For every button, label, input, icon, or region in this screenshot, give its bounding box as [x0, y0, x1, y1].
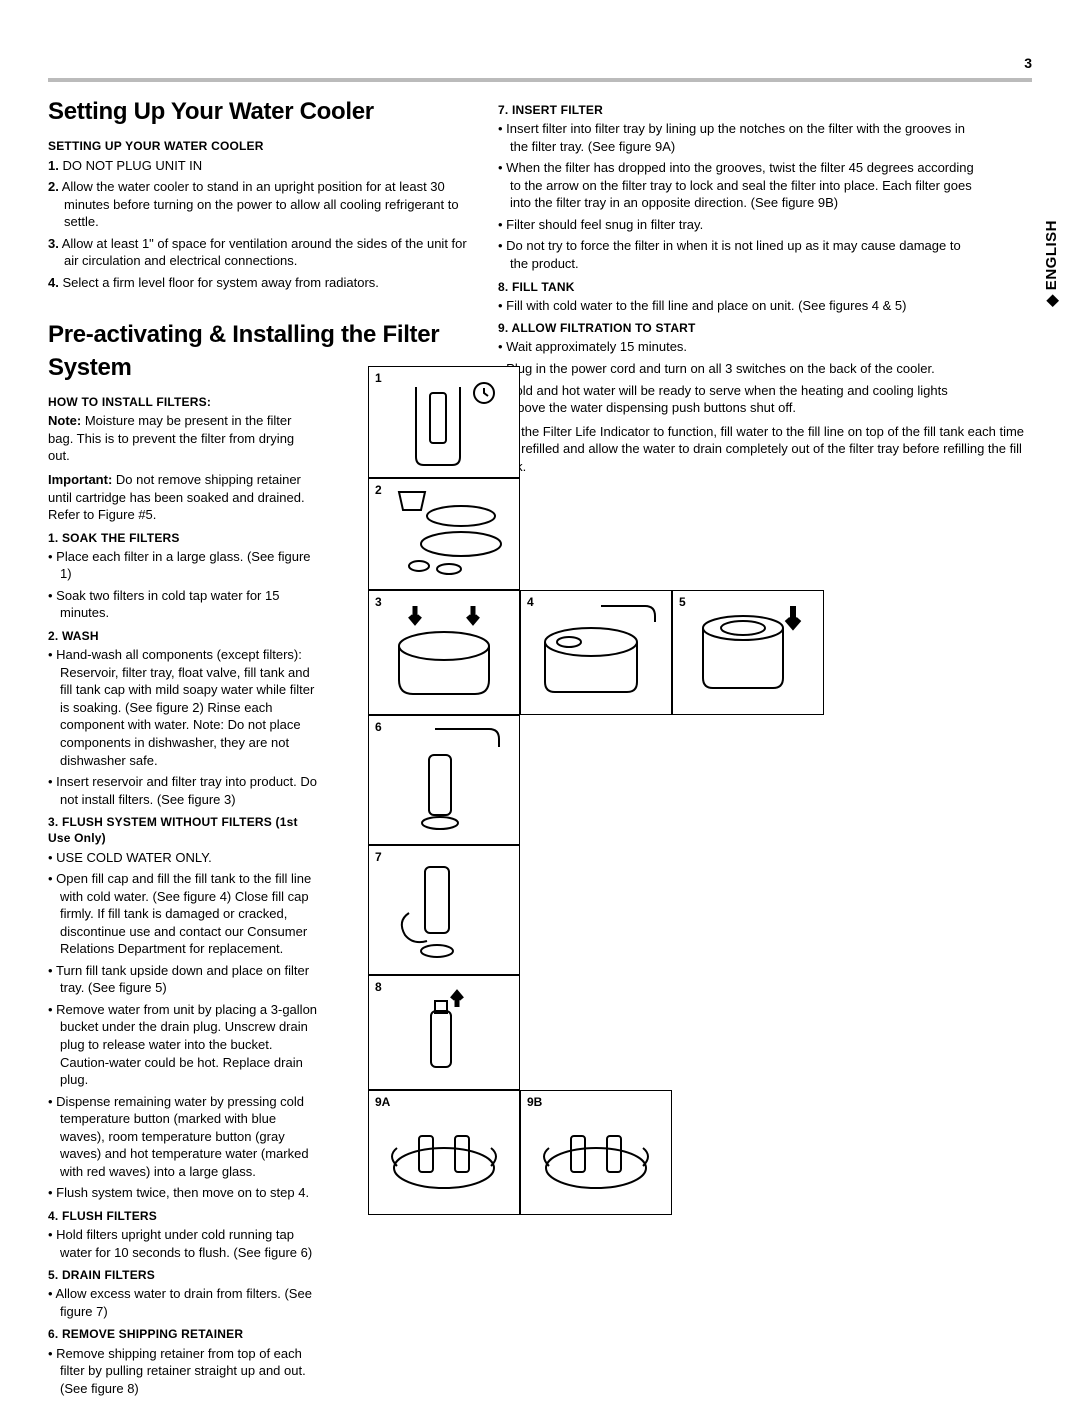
- step-head: 9. ALLOW FILTRATION TO START: [498, 320, 978, 336]
- bullet-item: Do not try to force the filter in when i…: [498, 237, 978, 272]
- bullet-item: Cold and hot water will be ready to serv…: [498, 382, 978, 417]
- setup-list: 1. DO NOT PLUG UNIT IN 2. Allow the wate…: [48, 157, 476, 292]
- setup-text: DO NOT PLUG UNIT IN: [62, 158, 202, 173]
- setup-num: 4.: [48, 275, 59, 290]
- bullet-item: Remove water from unit by placing a 3-ga…: [48, 1001, 318, 1089]
- setup-item: 2. Allow the water cooler to stand in an…: [48, 178, 476, 231]
- setup-text: Allow the water cooler to stand in an up…: [62, 179, 459, 229]
- bullet-item: Hand-wash all components (except filters…: [48, 646, 318, 769]
- step-bullets: Fill with cold water to the fill line an…: [498, 297, 978, 315]
- setup-item: 3. Allow at least 1" of space for ventil…: [48, 235, 476, 270]
- page-number: 3: [1024, 54, 1032, 73]
- figure-1: 1: [368, 366, 520, 478]
- bullet-item: Place each filter in a large glass. (See…: [48, 548, 318, 583]
- top-rule: [48, 78, 1032, 82]
- section2-subhead: HOW TO INSTALL FILTERS:: [48, 394, 318, 410]
- figure-label: 7: [375, 849, 382, 865]
- section1-title: Setting Up Your Water Cooler: [48, 96, 476, 128]
- section1-subhead: SETTING UP YOUR WATER COOLER: [48, 138, 476, 154]
- language-tab: ENGLISH: [1042, 220, 1062, 305]
- figure-9A: 9A: [368, 1090, 520, 1215]
- note-label: Note:: [48, 413, 81, 428]
- bullet-item: Insert reservoir and filter tray into pr…: [48, 773, 318, 808]
- figure-7: 7: [368, 845, 520, 975]
- left-narrow: HOW TO INSTALL FILTERS: Note: Moisture m…: [48, 394, 318, 1397]
- figure-3: 3: [368, 590, 520, 715]
- figure-9B: 9B: [520, 1090, 672, 1215]
- setup-num: 2.: [48, 179, 59, 194]
- note-line: Note: Moisture may be present in the fil…: [48, 412, 318, 465]
- figure-label: 6: [375, 719, 382, 735]
- setup-item: 4. Select a firm level floor for system …: [48, 274, 476, 292]
- step-bullets: USE COLD WATER ONLY. Open fill cap and fi…: [48, 849, 318, 1202]
- steps-right: 7. INSERT FILTER Insert filter into filte…: [498, 102, 978, 417]
- bullet-item: Turn fill tank upside down and place on …: [48, 962, 318, 997]
- language-label: ENGLISH: [1043, 220, 1060, 290]
- step-head: 1. SOAK THE FILTERS: [48, 530, 318, 546]
- setup-text: Select a firm level floor for system awa…: [62, 275, 378, 290]
- setup-item: 1. DO NOT PLUG UNIT IN: [48, 157, 476, 175]
- figure-5: 5: [672, 590, 824, 715]
- figure-label: 2: [375, 482, 382, 498]
- bullet-item: Flush system twice, then move on to step…: [48, 1184, 318, 1202]
- step-head: 3. FLUSH SYSTEM WITHOUT FILTERS (1st Use…: [48, 814, 318, 846]
- right-column: 7. INSERT FILTER Insert filter into filte…: [498, 96, 1030, 479]
- important-label: Important:: [48, 472, 112, 487]
- closing-text: For the Filter Life Indicator to functio…: [498, 423, 1030, 476]
- bullet-item: Hold filters upright under cold running …: [48, 1226, 318, 1261]
- figure-2: 2: [368, 478, 520, 590]
- step-bullets: Hand-wash all components (except filters…: [48, 646, 318, 808]
- step-head: 7. INSERT FILTER: [498, 102, 978, 118]
- bullet-item: When the filter has dropped into the gro…: [498, 159, 978, 212]
- figure-4: 4: [520, 590, 672, 715]
- setup-num: 3.: [48, 236, 59, 251]
- diamond-icon: [1046, 294, 1059, 307]
- step-bullets: Allow excess water to drain from filters…: [48, 1285, 318, 1320]
- step-head: 5. DRAIN FILTERS: [48, 1267, 318, 1283]
- step-head: 6. REMOVE SHIPPING RETAINER: [48, 1326, 318, 1342]
- figure-label: 3: [375, 594, 382, 610]
- setup-text: Allow at least 1" of space for ventilati…: [62, 236, 467, 269]
- step-bullets: Insert filter into filter tray by lining…: [498, 120, 978, 272]
- step-bullets: Place each filter in a large glass. (See…: [48, 548, 318, 622]
- figure-8: 8: [368, 975, 520, 1090]
- page-content: Setting Up Your Water Cooler SETTING UP …: [48, 96, 1030, 1401]
- bullet-item: Open fill cap and fill the fill tank to …: [48, 870, 318, 958]
- figure-label: 9A: [375, 1094, 390, 1110]
- bullet-item: Dispense remaining water by pressing col…: [48, 1093, 318, 1181]
- bullet-item: Soak two filters in cold tap water for 1…: [48, 587, 318, 622]
- figure-label: 1: [375, 370, 382, 386]
- setup-num: 1.: [48, 158, 59, 173]
- steps-left: 1. SOAK THE FILTERS Place each filter in …: [48, 530, 318, 1398]
- bullet-item: Remove shipping retainer from top of eac…: [48, 1345, 318, 1398]
- figure-label: 4: [527, 594, 534, 610]
- step-bullets: Hold filters upright under cold running …: [48, 1226, 318, 1261]
- step-head: 4. FLUSH FILTERS: [48, 1208, 318, 1224]
- bullet-item: Plug in the power cord and turn on all 3…: [498, 360, 978, 378]
- figure-6: 6: [368, 715, 520, 845]
- step-head: 2. WASH: [48, 628, 318, 644]
- bullet-item: Insert filter into filter tray by lining…: [498, 120, 978, 155]
- important-line: Important: Do not remove shipping retain…: [48, 471, 318, 524]
- bullet-item: USE COLD WATER ONLY.: [48, 849, 318, 867]
- note-text: Moisture may be present in the filter ba…: [48, 413, 294, 463]
- figure-label: 5: [679, 594, 686, 610]
- figure-label: 9B: [527, 1094, 542, 1110]
- bullet-item: Wait approximately 15 minutes.: [498, 338, 978, 356]
- step-head: 8. FILL TANK: [498, 279, 978, 295]
- figure-label: 8: [375, 979, 382, 995]
- step-bullets: Wait approximately 15 minutes. Plug in th…: [498, 338, 978, 416]
- step-bullets: Remove shipping retainer from top of eac…: [48, 1345, 318, 1398]
- bullet-item: Fill with cold water to the fill line an…: [498, 297, 978, 315]
- bullet-item: Allow excess water to drain from filters…: [48, 1285, 318, 1320]
- bullet-item: Filter should feel snug in filter tray.: [498, 216, 978, 234]
